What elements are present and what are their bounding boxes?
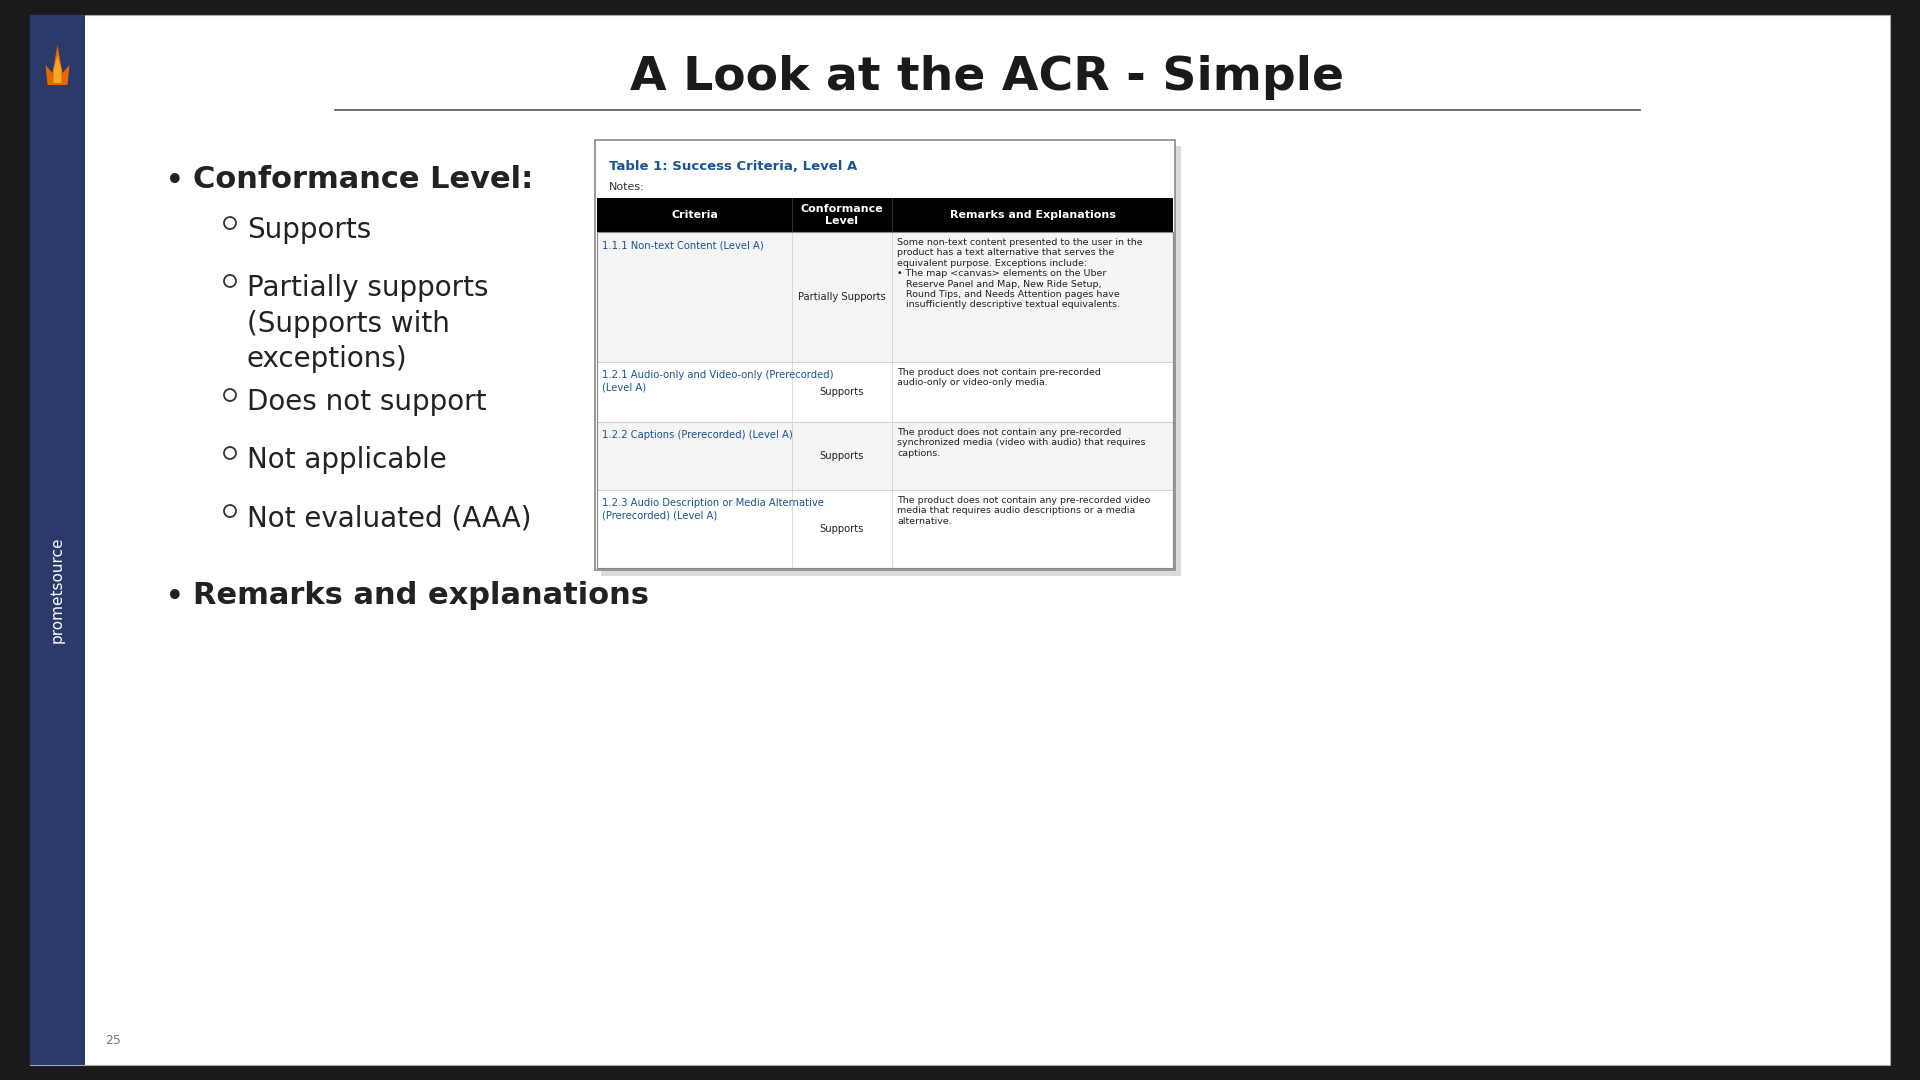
Text: 25: 25 [106,1034,121,1047]
FancyBboxPatch shape [597,232,1173,362]
Polygon shape [46,45,69,85]
Text: A Look at the ACR - Simple: A Look at the ACR - Simple [630,54,1344,99]
FancyBboxPatch shape [595,140,1175,570]
Text: The product does not contain pre-recorded
audio-only or video-only media.: The product does not contain pre-recorde… [897,368,1100,388]
Text: •: • [165,581,184,615]
Text: prometsource: prometsource [50,537,65,644]
Text: 1.2.1 Audio-only and Video-only (Prerecorded)
(Level A): 1.2.1 Audio-only and Video-only (Prereco… [603,370,833,392]
Text: Partially supports
(Supports with
exceptions): Partially supports (Supports with except… [248,274,488,374]
Text: Remarks and Explanations: Remarks and Explanations [950,210,1116,220]
Polygon shape [54,55,61,83]
Text: Not applicable: Not applicable [248,446,447,474]
Text: Supports: Supports [820,524,864,534]
Text: Conformance
Level: Conformance Level [801,204,883,226]
FancyBboxPatch shape [31,15,84,1065]
Text: 1.2.2 Captions (Prerecorded) (Level A): 1.2.2 Captions (Prerecorded) (Level A) [603,430,793,440]
FancyBboxPatch shape [597,362,1173,422]
Text: Partially Supports: Partially Supports [799,292,885,302]
Text: Notes:: Notes: [609,183,645,192]
Text: Table 1: Success Criteria, Level A: Table 1: Success Criteria, Level A [609,160,856,173]
Text: The product does not contain any pre-recorded
synchronized media (video with aud: The product does not contain any pre-rec… [897,428,1146,458]
Text: Does not support: Does not support [248,388,486,416]
Text: •: • [165,165,184,198]
Text: 1.2.3 Audio Description or Media Alternative
(Prerecorded) (Level A): 1.2.3 Audio Description or Media Alterna… [603,498,824,519]
FancyBboxPatch shape [31,15,1889,1065]
Text: Conformance Level:: Conformance Level: [194,165,534,194]
Text: 1.1.1 Non-text Content (Level A): 1.1.1 Non-text Content (Level A) [603,240,764,249]
Text: Not evaluated (AAA): Not evaluated (AAA) [248,504,532,532]
Text: Criteria: Criteria [672,210,718,220]
FancyBboxPatch shape [597,490,1173,568]
Text: Supports: Supports [820,451,864,461]
Text: The product does not contain any pre-recorded video
media that requires audio de: The product does not contain any pre-rec… [897,496,1150,526]
Text: Supports: Supports [820,387,864,397]
FancyBboxPatch shape [597,422,1173,490]
FancyBboxPatch shape [601,146,1181,576]
Text: Some non-text content presented to the user in the
product has a text alternativ: Some non-text content presented to the u… [897,238,1142,309]
Text: Supports: Supports [248,216,371,244]
FancyBboxPatch shape [597,198,1173,232]
Text: Remarks and explanations: Remarks and explanations [194,581,649,610]
